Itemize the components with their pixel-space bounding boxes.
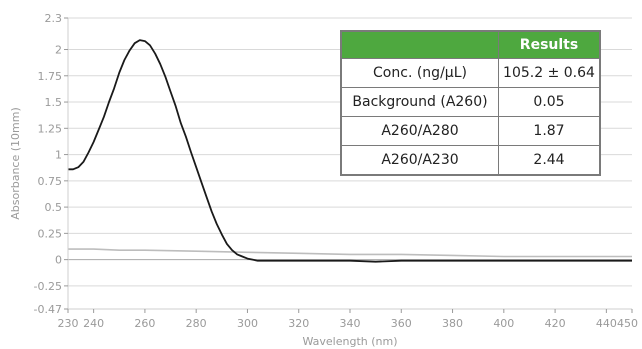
y-tick-label: 1 [55,149,62,162]
results-header-row: Results [340,30,601,59]
x-axis-label: Wavelength (nm) [302,335,397,348]
y-tick-label: 1.5 [45,96,63,109]
x-tick-label: 280 [186,317,207,330]
table-row: Background (A260) 0.05 [340,87,601,117]
table-row: Conc. (ng/µL) 105.2 ± 0.64 [340,58,601,88]
x-tick-label: 240 [83,317,104,330]
results-table: Results Conc. (ng/µL) 105.2 ± 0.64 Backg… [340,30,601,176]
x-tick-label: 450 [617,317,638,330]
table-row: A260/A280 1.87 [340,116,601,146]
row-value: 0.05 [498,87,601,117]
y-tick-label: -0.47 [34,303,62,316]
baseline-series-line [68,248,632,258]
x-tick-label: 360 [391,317,412,330]
table-row: A260/A230 2.44 [340,145,601,176]
x-tick-label: 230 [58,317,79,330]
x-tick-labels: 230 240 260 280 300 320 340 360 380 400 420 440 450 [58,309,638,330]
y-tick-label: 0.5 [45,201,63,214]
y-tick-label: 1.25 [38,122,63,135]
x-tick-label: 260 [134,317,155,330]
row-label: A260/A280 [340,116,499,146]
y-tick-label: 0.25 [38,227,63,240]
results-header: Results [498,30,601,59]
x-tick-label: 440 [596,317,617,330]
y-tick-label: 1.75 [38,70,63,83]
absorbance-series-line [68,39,632,263]
series-layer [68,39,632,263]
y-tick-label: -0.25 [34,280,62,293]
results-header-empty [340,30,499,59]
x-tick-label: 340 [340,317,361,330]
x-tick-label: 380 [442,317,463,330]
y-tick-label: 0.75 [38,175,63,188]
row-value: 105.2 ± 0.64 [498,58,601,88]
y-tick-label: 2 [55,44,62,57]
y-tick-labels: 2.3 2 1.75 1.5 1.25 1 0.75 0.5 0.25 0 -0.25 -0.47 [34,12,68,316]
y-tick-label: 2.3 [45,12,63,25]
row-label: A260/A230 [340,145,499,176]
row-value: 2.44 [498,145,601,176]
x-tick-label: 300 [237,317,258,330]
row-value: 1.87 [498,116,601,146]
row-label: Conc. (ng/µL) [340,58,499,88]
y-tick-label: 0 [55,254,62,267]
x-tick-label: 320 [288,317,309,330]
row-label: Background (A260) [340,87,499,117]
y-axis-label: Absorbance (10mm) [9,107,22,220]
x-tick-label: 400 [493,317,514,330]
x-tick-label: 420 [545,317,566,330]
